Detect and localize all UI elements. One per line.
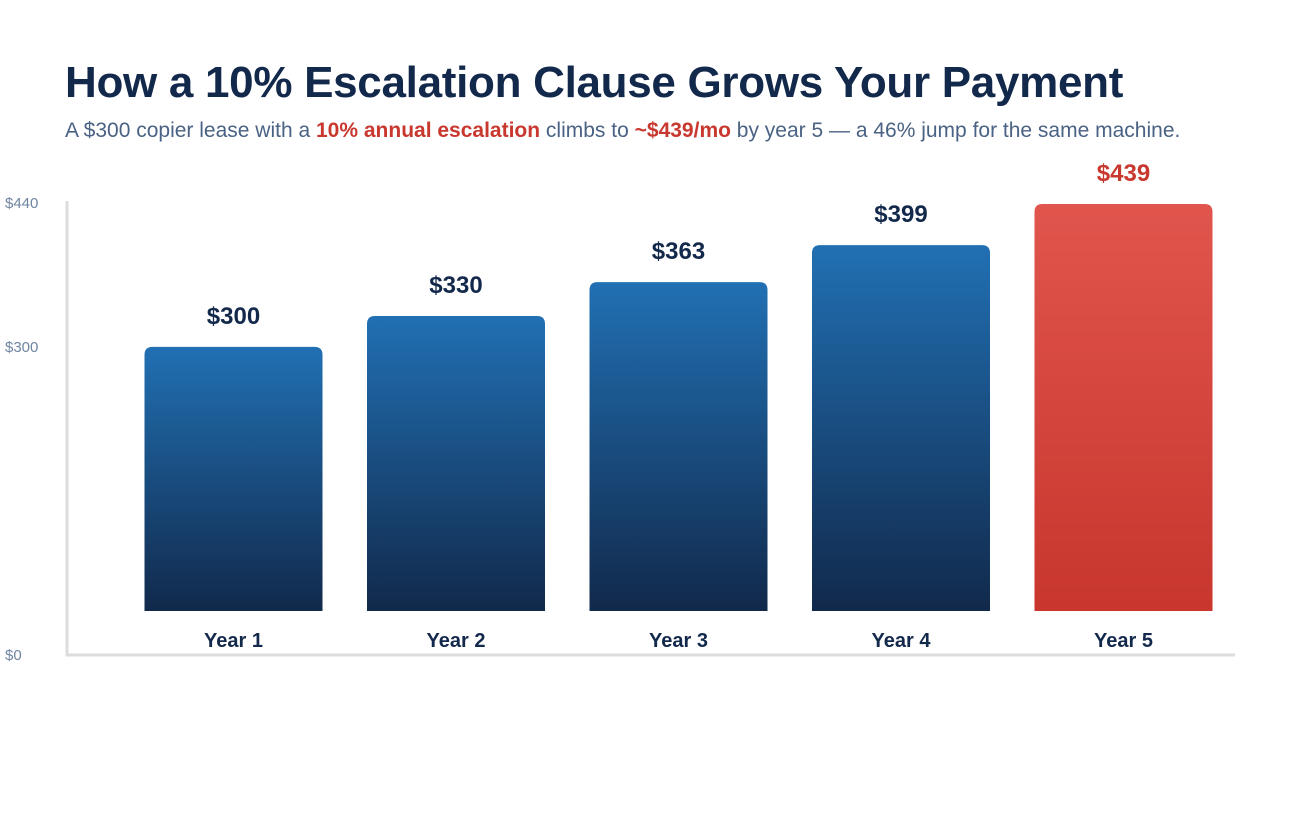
subtitle-highlight-payment: ~$439/mo — [634, 119, 731, 142]
bar-year-5 — [1034, 204, 1213, 611]
chart-title: How a 10% Escalation Clause Grows Your P… — [65, 58, 1124, 107]
x-tick-label-year-4: Year 4 — [872, 630, 932, 652]
y-tick-label-0: $0 — [5, 647, 22, 664]
subtitle-text-3: by year 5 — a 46% jump for the same mach… — [730, 119, 1181, 142]
value-label-year-3: $363 — [652, 238, 705, 265]
subtitle-text-2: climbs to — [540, 119, 635, 142]
subtitle-highlight-escalation: 10% annual escalation — [316, 119, 541, 142]
bar-year-1 — [144, 346, 323, 611]
value-labels: $300 $330 $363 $399 $439 — [207, 160, 1150, 330]
y-tick-label-300: $300 — [5, 339, 38, 356]
x-tick-label-year-1: Year 1 — [204, 630, 263, 652]
x-tick-label-year-5: Year 5 — [1094, 630, 1153, 652]
value-label-year-5: $439 — [1097, 160, 1150, 187]
x-tick-label-year-3: Year 3 — [649, 630, 708, 652]
y-tick-label-440: $440 — [5, 195, 38, 212]
value-label-year-1: $300 — [207, 303, 260, 330]
bar-year-3 — [589, 282, 768, 611]
y-axis-ticks: $0 $300 $440 — [5, 195, 38, 664]
chart-subtitle: A $300 copier lease with a 10% annual es… — [65, 118, 1235, 144]
subtitle-text-1: A $300 copier lease with a — [65, 119, 316, 142]
value-label-year-4: $399 — [874, 201, 927, 228]
value-label-year-2: $330 — [429, 272, 482, 299]
bars — [144, 204, 1213, 612]
x-tick-label-year-2: Year 2 — [427, 630, 486, 652]
x-axis-labels: Year 1 Year 2 Year 3 Year 4 Year 5 — [204, 630, 1153, 652]
bar-year-2 — [367, 316, 545, 611]
bar-year-4 — [812, 245, 990, 612]
